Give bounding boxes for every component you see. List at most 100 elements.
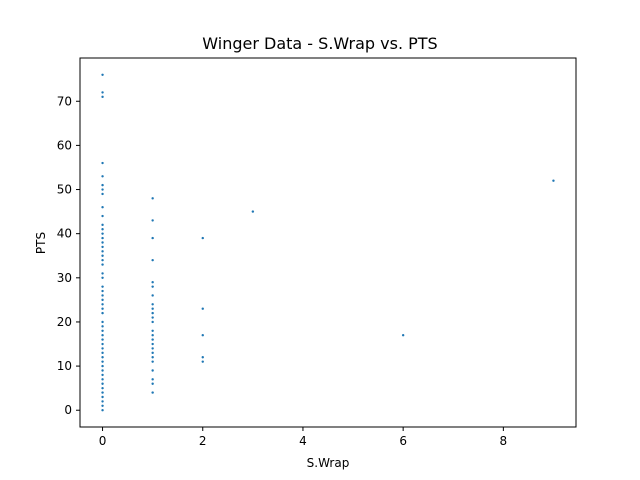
scatter-point: [101, 285, 104, 288]
scatter-point: [151, 351, 154, 355]
scatter-point: [101, 338, 104, 341]
scatter-point: [151, 338, 154, 341]
scatter-point: [151, 303, 154, 306]
scatter-point: [101, 228, 104, 231]
scatter-point: [401, 333, 405, 337]
scatter-point: [101, 272, 104, 275]
x-axis-ticks: 0 2 4 6 8: [99, 427, 507, 448]
scatter-point: [101, 241, 104, 244]
scatter-point: [151, 294, 154, 297]
y-tick-label: 30: [57, 271, 72, 285]
scatter-point: [101, 342, 104, 346]
scatter-point: [101, 250, 104, 253]
y-axis-ticks: 0 10 20 30 40 50 60 70: [57, 94, 80, 417]
scatter-point: [101, 391, 104, 394]
scatter-point: [101, 369, 104, 372]
x-tick-label: 8: [500, 434, 508, 448]
scatter-point: [151, 236, 154, 240]
scatter-point: [101, 404, 104, 408]
scatter-point: [101, 325, 104, 328]
chart-title: Winger Data - S.Wrap vs. PTS: [202, 34, 437, 53]
scatter-point: [151, 391, 154, 394]
scatter-point: [151, 258, 154, 262]
y-tick-label: 40: [57, 227, 72, 241]
scatter-point: [151, 281, 154, 284]
y-tick-label: 70: [57, 94, 72, 108]
plot-frame: [79, 57, 577, 428]
y-axis-label: PTS: [34, 232, 48, 254]
scatter-point: [151, 378, 154, 381]
scatter-point: [101, 311, 104, 315]
scatter-point: [101, 409, 104, 412]
scatter-point: [101, 320, 104, 324]
scatter-point: [151, 342, 154, 346]
scatter-point: [151, 333, 154, 337]
scatter-point: [151, 311, 154, 315]
scatter-point: [251, 210, 255, 213]
scatter-point: [101, 294, 104, 297]
scatter-point: [151, 369, 154, 372]
scatter-point: [101, 258, 104, 262]
scatter-point: [101, 183, 104, 187]
scatter-point: [101, 236, 104, 240]
x-tick-label: 4: [299, 434, 307, 448]
scatter-point: [151, 285, 154, 288]
scatter-point: [101, 378, 104, 381]
scatter-point: [201, 360, 204, 363]
scatter-point: [101, 245, 104, 249]
scatter-point: [101, 192, 104, 196]
scatter-point: [101, 91, 104, 94]
data-points: [101, 73, 555, 412]
x-tick-label: 0: [99, 434, 107, 448]
scatter-point: [201, 356, 204, 359]
y-tick-label: 0: [64, 403, 72, 417]
scatter-point: [101, 232, 104, 235]
scatter-point: [101, 73, 104, 76]
scatter-point: [101, 360, 104, 363]
scatter-point: [151, 347, 154, 350]
scatter-point: [101, 161, 104, 165]
x-tick-label: 2: [199, 434, 207, 448]
scatter-point: [151, 360, 154, 363]
scatter-point: [101, 276, 104, 280]
scatter-point: [101, 395, 104, 399]
scatter-point: [101, 386, 104, 390]
scatter-point: [552, 179, 555, 182]
scatter-point: [101, 356, 104, 359]
scatter-point: [151, 329, 154, 332]
scatter-point: [151, 316, 154, 319]
scatter-point: [201, 333, 204, 337]
scatter-point: [101, 400, 104, 403]
scatter-point: [101, 333, 104, 337]
scatter-point: [101, 214, 104, 218]
x-tick-label: 6: [399, 434, 407, 448]
scatter-point: [151, 356, 154, 359]
scatter-point: [101, 303, 104, 306]
scatter-point: [151, 197, 154, 200]
y-tick-label: 10: [57, 359, 72, 373]
scatter-point: [101, 364, 104, 368]
scatter-point: [101, 307, 104, 310]
scatter-point: [101, 263, 104, 266]
scatter-point: [101, 351, 104, 355]
scatter-point: [151, 307, 154, 310]
scatter-point: [151, 219, 154, 222]
scatter-point: [101, 373, 104, 377]
y-tick-label: 20: [57, 315, 72, 329]
scatter-point: [101, 347, 104, 350]
scatter-point: [101, 329, 104, 332]
scatter-point: [101, 188, 104, 191]
scatter-point: [101, 95, 104, 99]
scatter-point: [101, 254, 104, 257]
scatter-point: [151, 382, 154, 385]
scatter-point: [101, 382, 104, 385]
scatter-point: [201, 307, 204, 310]
x-axis-label: S.Wrap: [307, 456, 350, 470]
scatter-point: [101, 205, 104, 209]
scatter-point: [101, 289, 104, 293]
scatter-point: [101, 175, 104, 178]
scatter-point: [101, 223, 104, 227]
scatter-point: [151, 320, 154, 324]
